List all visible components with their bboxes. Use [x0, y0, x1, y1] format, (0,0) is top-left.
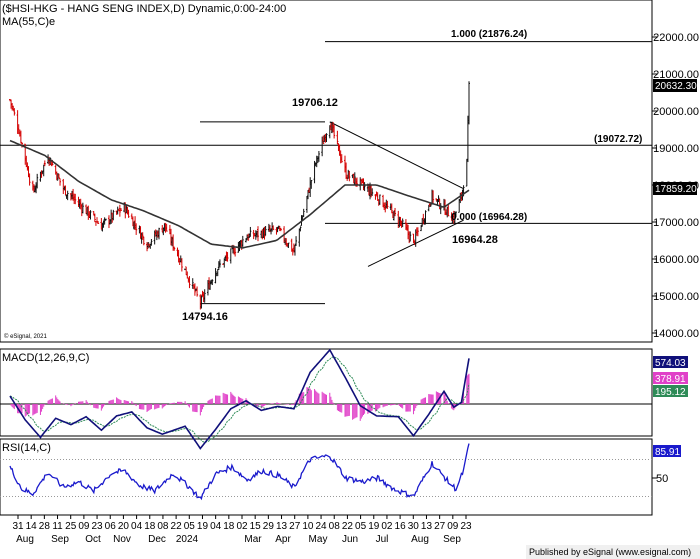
rsi-title: RSI(14,C): [2, 442, 51, 454]
rsi-layer: 50: [0, 443, 668, 501]
hist-value: 195.12: [655, 387, 686, 398]
x-tick-label: 29: [263, 521, 275, 532]
upper-trendline: [329, 121, 464, 190]
x-tick-label: 08: [157, 521, 169, 532]
macd-panel: [0, 348, 653, 437]
x-tick-label: 27: [434, 521, 446, 532]
rsi-value: 85.91: [655, 447, 680, 458]
x-tick-label: 10: [302, 521, 314, 532]
footer-credit: Published by eSignal (www.esignal.com): [529, 547, 691, 557]
x-month-label: Aug: [411, 534, 429, 545]
x-tick-label: 06: [105, 521, 117, 532]
level-label-resistance: (19072.72): [594, 134, 642, 145]
x-tick-label: 16: [395, 521, 407, 532]
x-month-label: Apr: [275, 534, 291, 545]
footer-bar: [526, 545, 700, 559]
x-tick-label: 11: [52, 521, 63, 532]
macd-value: 574.03: [655, 358, 686, 369]
macd-value-badge: [653, 356, 688, 368]
x-tick-label: 13: [276, 521, 288, 532]
horizontal-levels: [0, 41, 652, 305]
x-tick-label: 09: [78, 521, 90, 532]
price-tick-label: 14000.00: [653, 328, 699, 340]
x-month-label: Mar: [244, 534, 262, 545]
rsi-tick-label: 50: [656, 473, 668, 485]
price-panel: [0, 0, 653, 343]
ma-value: 17859.20: [655, 184, 697, 195]
level-label-fib-1: 1.000 (21876.24): [451, 29, 527, 40]
last-price-value: 20632.30: [655, 81, 697, 92]
x-tick-label: 14: [26, 521, 38, 532]
x-tick-label: 23: [460, 521, 472, 532]
x-axis: 31 14 28 11 25 09 23 06 20 04 18 08 22 05 19 04 18 02 15 29…: [12, 515, 472, 545]
macd-signal-line: [9, 356, 470, 443]
signal-value-badge: [653, 372, 688, 384]
ma-label: MA(55,C)e: [2, 16, 55, 28]
x-tick-label: 28: [39, 521, 51, 532]
x-tick-label: 22: [171, 521, 183, 532]
macd-title: MACD(12,26,9,C): [2, 352, 89, 364]
price-tick-label: 22000.00: [653, 32, 699, 44]
rsi-value-badge: [653, 445, 681, 457]
x-month-label: Nov: [113, 534, 131, 545]
x-tick-label: 08: [329, 521, 341, 532]
x-tick-label: 27: [289, 521, 301, 532]
x-month-label: Sep: [443, 534, 461, 545]
price-tick-label: 21000.00: [653, 69, 699, 81]
x-tick-label: 02: [236, 521, 248, 532]
x-tick-label: 13: [421, 521, 433, 532]
signal-value: 378.91: [655, 374, 686, 385]
x-month-label: Oct: [85, 534, 101, 545]
x-month-label: Dec: [148, 534, 166, 545]
hist-value-badge: [653, 385, 688, 397]
x-tick-label: 09: [447, 521, 459, 532]
ma-value-badge: [653, 182, 697, 195]
x-tick-label: 24: [315, 521, 327, 532]
x-month-label: 2024: [176, 534, 199, 545]
x-month-label: May: [309, 534, 328, 545]
low-annotation: 14794.16: [182, 311, 228, 323]
x-tick-label: 19: [197, 521, 209, 532]
x-tick-label: 15: [250, 521, 262, 532]
x-month-label: Jul: [376, 534, 389, 545]
ma55-line: [9, 139, 470, 249]
x-tick-label: 23: [91, 521, 103, 532]
last-price-badge: [653, 79, 697, 92]
x-tick-label: 30: [408, 521, 420, 532]
chart-title: ($HSI-HKG - HANG SENG INDEX,D) Dynamic,0…: [2, 3, 286, 15]
high-annotation: 19706.12: [292, 97, 338, 109]
x-tick-label: 20: [118, 521, 130, 532]
x-month-label: Jun: [342, 534, 358, 545]
price-tick-label: 17000.00: [653, 217, 699, 229]
macd-layer: [0, 348, 652, 450]
rsi-panel: [0, 438, 653, 516]
x-tick-label: 19: [368, 521, 380, 532]
x-tick-label: 25: [65, 521, 77, 532]
x-tick-label: 05: [184, 521, 196, 532]
x-month-label: Sep: [51, 534, 69, 545]
price-tick-label: 20000.00: [653, 106, 699, 118]
x-tick-label: 05: [355, 521, 367, 532]
x-tick-label: 04: [131, 521, 143, 532]
level-label-fib-0: 0.000 (16964.28): [451, 212, 527, 223]
rsi-line: [9, 443, 470, 501]
x-tick-label: 18: [144, 521, 156, 532]
price-tick-label: 19000.00: [653, 143, 699, 155]
macd-line: [9, 348, 470, 450]
price-tick-label: 15000.00: [653, 291, 699, 303]
support-annotation: 16964.28: [452, 234, 498, 246]
copyright-text: © eSignal, 2021: [4, 333, 47, 340]
x-tick-label: 04: [210, 521, 222, 532]
x-tick-label: 02: [381, 521, 393, 532]
x-tick-label: 18: [223, 521, 235, 532]
x-month-label: Aug: [16, 534, 34, 545]
x-tick-label: 22: [342, 521, 354, 532]
price-tick-label: 16000.00: [653, 254, 699, 266]
x-tick-label: 31: [12, 521, 24, 532]
